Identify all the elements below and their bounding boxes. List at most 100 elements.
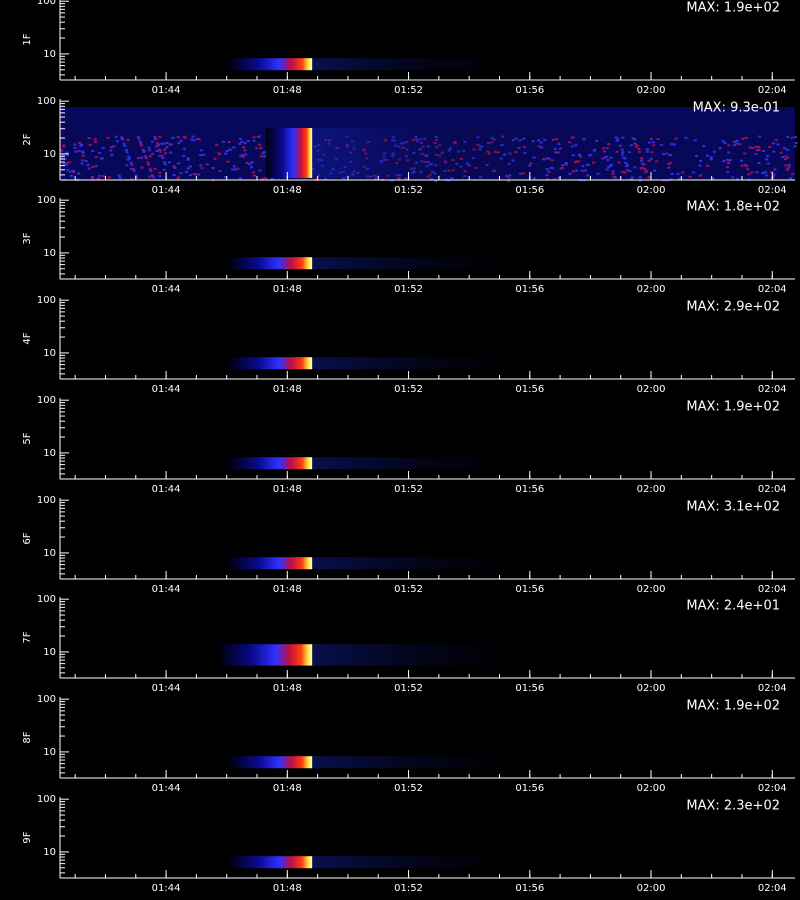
noise-speck bbox=[88, 144, 92, 147]
noise-speck bbox=[192, 173, 196, 176]
noise-speck bbox=[91, 177, 95, 180]
noise-speck bbox=[744, 136, 748, 139]
noise-speck bbox=[611, 170, 615, 173]
noise-speck bbox=[750, 171, 754, 174]
noise-speck bbox=[129, 161, 133, 164]
noise-speck bbox=[698, 174, 702, 177]
noise-speck bbox=[727, 144, 731, 147]
noise-speck bbox=[786, 135, 790, 138]
noise-speck bbox=[588, 154, 592, 157]
noise-speck bbox=[603, 156, 607, 159]
noise-speck bbox=[132, 170, 136, 173]
burst bbox=[229, 457, 313, 470]
noise-speck bbox=[137, 157, 141, 160]
noise-speck bbox=[727, 159, 731, 162]
noise-speck bbox=[570, 136, 574, 139]
noise-speck bbox=[251, 171, 255, 174]
noise-speck bbox=[614, 176, 618, 179]
noise-speck bbox=[681, 171, 685, 174]
noise-speck bbox=[172, 165, 176, 168]
noise-speck bbox=[390, 179, 394, 182]
noise-speck bbox=[698, 164, 702, 167]
noise-speck bbox=[60, 149, 64, 152]
noise-speck bbox=[586, 163, 590, 166]
noise-speck bbox=[227, 141, 231, 144]
noise-speck bbox=[665, 152, 669, 155]
noise-speck bbox=[614, 136, 618, 139]
noise-speck bbox=[149, 169, 153, 172]
noise-speck bbox=[793, 145, 797, 148]
noise-speck bbox=[68, 161, 72, 164]
noise-speck bbox=[607, 165, 611, 168]
noise-speck bbox=[634, 145, 638, 148]
noise-speck bbox=[652, 169, 656, 172]
x-tick-label: 01:48 bbox=[273, 584, 302, 595]
noise-speck bbox=[118, 176, 122, 179]
noise-speck bbox=[754, 153, 758, 156]
noise-speck bbox=[163, 148, 167, 151]
noise-speck bbox=[633, 142, 637, 145]
noise-speck bbox=[73, 143, 77, 146]
burst-tail bbox=[312, 756, 554, 769]
x-tick-label: 02:00 bbox=[637, 384, 666, 395]
noise-speck bbox=[246, 139, 250, 142]
noise-speck bbox=[117, 174, 121, 177]
noise-speck bbox=[593, 148, 597, 151]
x-tick-label: 01:52 bbox=[394, 284, 423, 295]
noise-speck bbox=[740, 159, 744, 162]
noise-speck bbox=[373, 177, 377, 180]
noise-speck bbox=[605, 147, 609, 150]
noise-speck bbox=[561, 164, 565, 167]
noise-speck bbox=[691, 171, 695, 174]
noise-speck bbox=[153, 167, 157, 170]
y-axis-label: 2F bbox=[22, 133, 33, 145]
noise-speck bbox=[642, 163, 646, 166]
burst-tail bbox=[312, 644, 554, 666]
noise-speck bbox=[615, 139, 619, 142]
noise-speck bbox=[148, 167, 152, 170]
noise-speck bbox=[633, 138, 637, 141]
noise-speck bbox=[607, 143, 611, 146]
noise-speck bbox=[568, 141, 572, 144]
x-tick-label: 01:44 bbox=[152, 185, 181, 196]
noise-speck bbox=[167, 161, 171, 164]
y-tick-label: 10 bbox=[43, 149, 56, 160]
noise-speck bbox=[153, 135, 157, 138]
noise-speck bbox=[721, 140, 725, 143]
noise-speck bbox=[98, 174, 102, 177]
noise-speck bbox=[434, 179, 438, 182]
noise-speck bbox=[766, 162, 770, 165]
noise-speck bbox=[241, 155, 245, 158]
noise-speck bbox=[238, 142, 242, 145]
noise-speck bbox=[255, 147, 259, 150]
burst bbox=[229, 58, 313, 71]
noise-speck bbox=[670, 173, 674, 176]
x-tick-label: 01:44 bbox=[152, 384, 181, 395]
noise-speck bbox=[169, 151, 173, 154]
x-tick-label: 02:00 bbox=[637, 584, 666, 595]
noise-speck bbox=[761, 172, 765, 175]
noise-speck bbox=[261, 177, 265, 180]
x-tick-label: 02:04 bbox=[758, 683, 787, 694]
noise-speck bbox=[677, 177, 681, 180]
noise-speck bbox=[80, 162, 84, 165]
noise-speck bbox=[611, 172, 615, 175]
burst-tail bbox=[312, 457, 554, 470]
x-tick-label: 02:04 bbox=[758, 284, 787, 295]
noise-speck bbox=[605, 168, 609, 171]
noise-speck bbox=[224, 176, 228, 179]
noise-speck bbox=[755, 171, 759, 174]
x-tick-label: 01:56 bbox=[515, 584, 544, 595]
noise-speck bbox=[769, 171, 773, 174]
noise-speck bbox=[706, 164, 710, 167]
noise-speck bbox=[196, 138, 200, 141]
noise-speck bbox=[559, 167, 563, 170]
noise-speck bbox=[81, 154, 85, 157]
noise-speck bbox=[270, 177, 274, 180]
noise-speck bbox=[702, 145, 706, 148]
max-label: MAX: 9.3e-01 bbox=[693, 101, 780, 116]
noise-speck bbox=[162, 168, 166, 171]
noise-speck bbox=[228, 148, 232, 151]
noise-speck bbox=[197, 138, 201, 141]
noise-speck bbox=[81, 150, 85, 153]
